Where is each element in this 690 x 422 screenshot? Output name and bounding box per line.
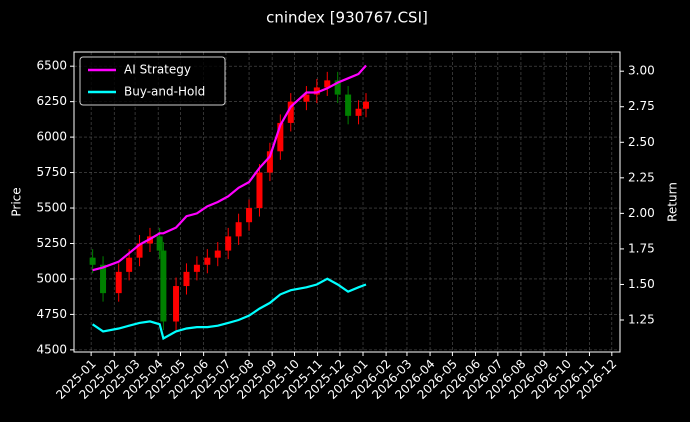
legend-label: AI Strategy	[124, 63, 191, 77]
y-tick-label: 5000	[36, 271, 67, 285]
y2-tick-label: 2.75	[628, 99, 655, 113]
legend-label: Buy-and-Hold	[124, 85, 205, 99]
y2-tick-label: 2.50	[628, 135, 655, 149]
y-tick-label: 6500	[36, 59, 67, 73]
y2-axis-label: Return	[666, 182, 680, 222]
candle-body	[345, 94, 352, 116]
candle-body	[235, 222, 242, 237]
chart-title: cnindex [930767.CSI]	[266, 9, 428, 27]
y2-tick-label: 2.25	[628, 170, 655, 184]
return-line	[91, 277, 367, 341]
y2-tick-label: 3.00	[628, 64, 655, 78]
candle-body	[256, 172, 263, 209]
candle-body	[136, 243, 143, 258]
candle-body	[355, 108, 362, 116]
candle-body	[100, 264, 107, 294]
y2-tick-label: 1.50	[628, 277, 655, 291]
y2-tick-label: 2.00	[628, 206, 655, 220]
candle-body	[173, 286, 180, 322]
candle-body	[313, 87, 320, 95]
y2-tick-label: 1.25	[628, 313, 655, 327]
candle-body	[225, 236, 232, 251]
plot-frame	[73, 51, 621, 353]
y-tick-label: 4500	[36, 342, 67, 356]
legend-box	[79, 56, 226, 106]
candle-body	[126, 257, 133, 272]
y-axis-label: Price	[10, 187, 24, 216]
candle-body	[334, 80, 341, 95]
y-tick-label: 5500	[36, 201, 67, 215]
candle-body	[324, 80, 331, 88]
y-tick-label: 5250	[36, 236, 67, 250]
candle-body	[287, 101, 294, 123]
y2-tick-label: 1.75	[628, 241, 655, 255]
candle-body	[160, 250, 167, 322]
candle-body	[115, 271, 122, 294]
candle-body	[89, 257, 96, 265]
y-tick-label: 5750	[36, 165, 67, 179]
candle-body	[204, 257, 211, 265]
candle-body	[362, 101, 369, 109]
candle-body	[214, 250, 221, 258]
candle-body	[303, 94, 310, 102]
candle-body	[277, 122, 284, 152]
candle-body	[193, 264, 200, 272]
candle-body	[183, 271, 190, 287]
return-line	[92, 64, 367, 272]
y-tick-label: 6000	[36, 130, 67, 144]
y-tick-label: 6250	[36, 94, 67, 108]
y-tick-label: 4750	[36, 307, 67, 321]
candle-body	[246, 208, 253, 223]
candle-body	[156, 236, 163, 251]
candle-body	[266, 151, 273, 173]
